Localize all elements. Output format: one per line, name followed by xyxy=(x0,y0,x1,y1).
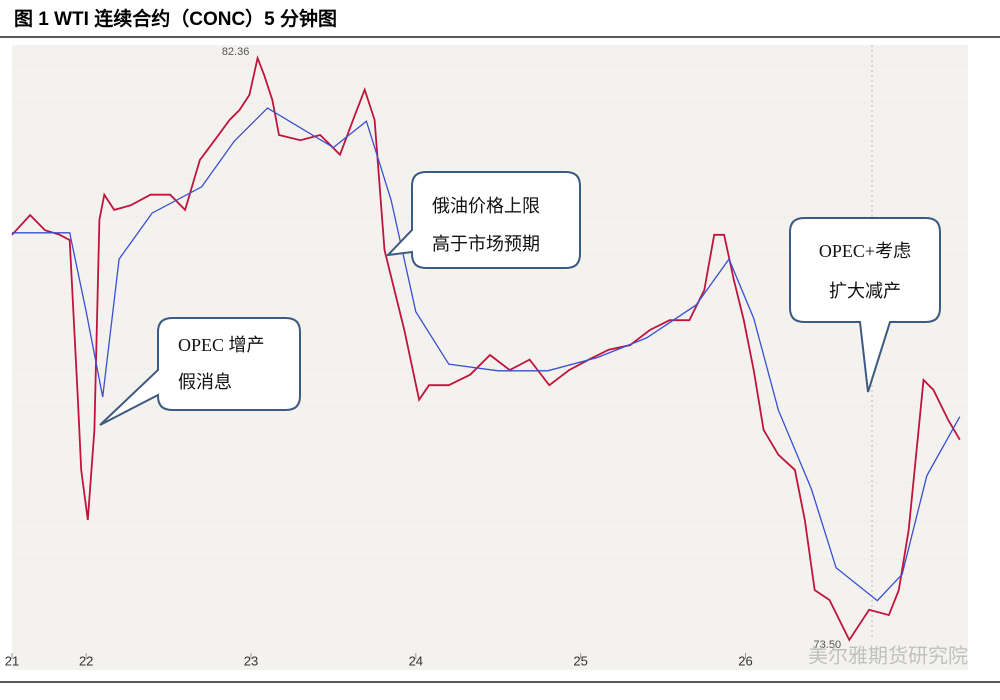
callout-text: 俄油价格上限 xyxy=(432,196,540,216)
callout-text: OPEC+考虑 xyxy=(819,241,911,261)
annotation: 82.36 xyxy=(222,46,250,58)
callout: OPEC+考虑 扩大减产 xyxy=(789,217,941,393)
callout-text: 扩大减产 xyxy=(829,281,901,301)
price-line xyxy=(11,55,961,642)
annotation: 73.50 xyxy=(814,639,842,651)
callout-text: OPEC 增产 xyxy=(178,335,265,355)
callout: 俄油价格上限 高于市场预期 xyxy=(385,171,581,269)
price-line xyxy=(12,107,961,602)
plot-area xyxy=(12,45,968,670)
x-tick-label: 21 xyxy=(5,653,19,668)
x-tick-label: 23 xyxy=(244,653,258,668)
callout-text: 高于市场预期 xyxy=(432,234,540,254)
chart-title: 图 1 WTI 连续合约（CONC）5 分钟图 xyxy=(14,7,337,30)
callout: OPEC 增产 假消息 xyxy=(99,317,301,426)
watermark: 美尔雅期货研究院 xyxy=(808,644,968,667)
callout-text: 假消息 xyxy=(178,372,232,392)
x-tick-label: 25 xyxy=(573,653,587,668)
plot: 21 22 23 24 25 26 82.36 73.50 xyxy=(5,46,961,668)
x-tick-label: 24 xyxy=(409,653,423,668)
x-tick-label: 26 xyxy=(738,653,752,668)
x-tick-label: 22 xyxy=(79,653,93,668)
